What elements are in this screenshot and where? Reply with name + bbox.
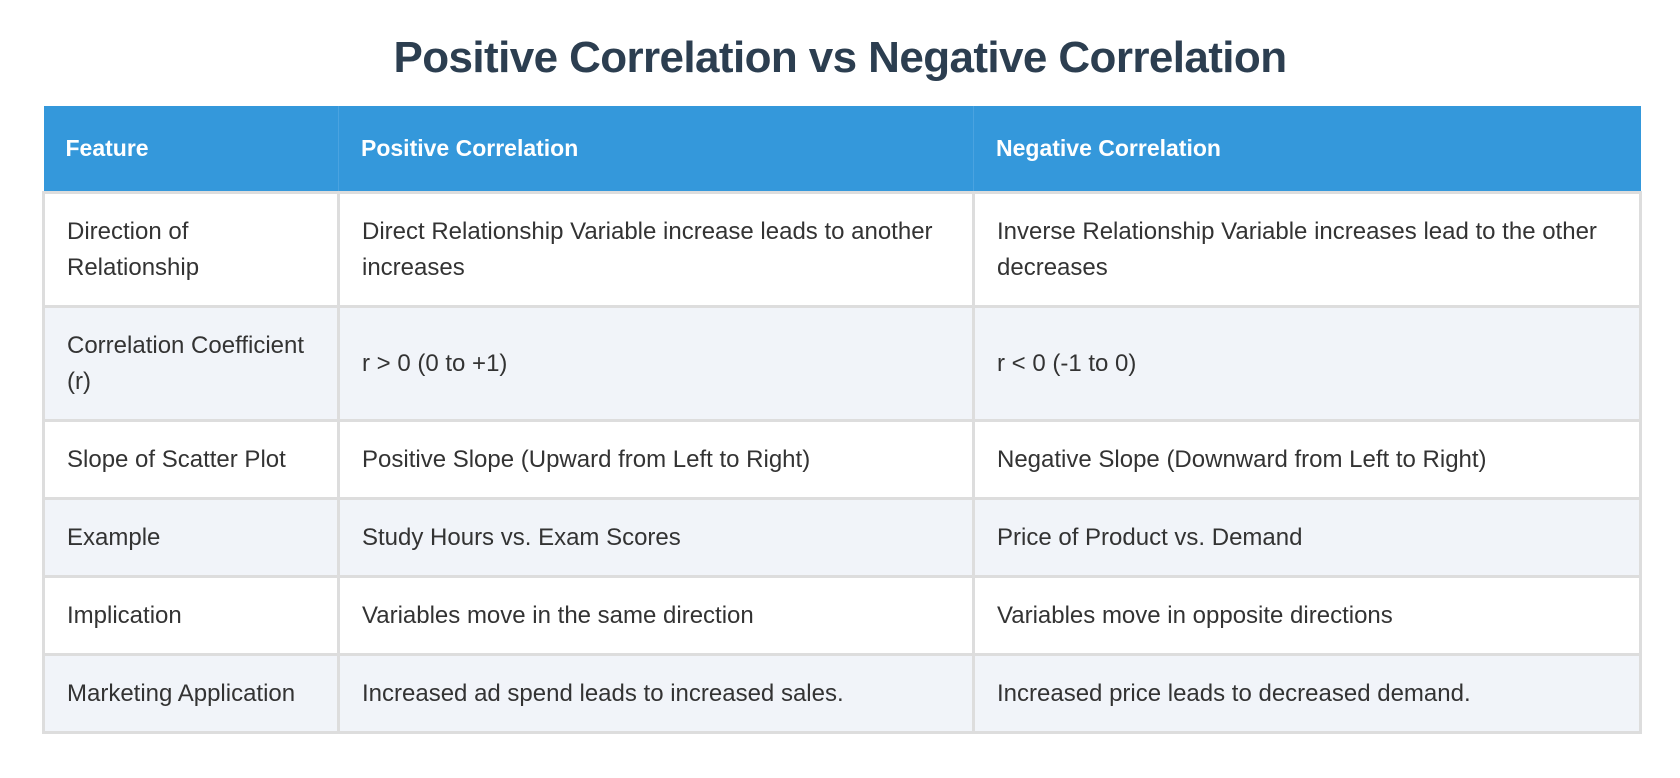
header-row: Feature Positive Correlation Negative Co…	[43, 106, 1641, 193]
feature-cell: Marketing Application	[42, 653, 340, 734]
table-row: Implication Variables move in the same d…	[42, 575, 1642, 656]
positive-cell: Increased ad spend leads to increased sa…	[337, 653, 975, 734]
negative-cell: r < 0 (-1 to 0)	[972, 305, 1642, 422]
table-row: Correlation Coefficient (r) r > 0 (0 to …	[42, 305, 1642, 422]
header-negative: Negative Correlation	[973, 106, 1641, 193]
feature-cell: Slope of Scatter Plot	[42, 419, 340, 500]
table-row: Direction of Relationship Direct Relatio…	[42, 191, 1642, 308]
table-row: Marketing Application Increased ad spend…	[42, 653, 1642, 734]
negative-cell: Inverse Relationship Variable increases …	[972, 191, 1642, 308]
table-row: Example Study Hours vs. Exam Scores Pric…	[42, 497, 1642, 578]
feature-cell: Implication	[42, 575, 340, 656]
feature-cell: Correlation Coefficient (r)	[42, 305, 340, 422]
negative-cell: Increased price leads to decreased deman…	[972, 653, 1642, 734]
header-positive: Positive Correlation	[338, 106, 974, 193]
feature-cell: Example	[42, 497, 340, 578]
feature-cell: Direction of Relationship	[42, 191, 340, 308]
positive-cell: r > 0 (0 to +1)	[337, 305, 975, 422]
positive-cell: Direct Relationship Variable increase le…	[337, 191, 975, 308]
negative-cell: Price of Product vs. Demand	[972, 497, 1642, 578]
negative-cell: Variables move in opposite directions	[972, 575, 1642, 656]
positive-cell: Positive Slope (Upward from Left to Righ…	[337, 419, 975, 500]
positive-cell: Variables move in the same direction	[337, 575, 975, 656]
comparison-table: Feature Positive Correlation Negative Co…	[42, 106, 1642, 734]
page-title: Positive Correlation vs Negative Correla…	[393, 33, 1288, 82]
negative-cell: Negative Slope (Downward from Left to Ri…	[972, 419, 1642, 500]
positive-cell: Study Hours vs. Exam Scores	[337, 497, 975, 578]
table-row: Slope of Scatter Plot Positive Slope (Up…	[42, 419, 1642, 500]
header-feature: Feature	[43, 106, 339, 193]
